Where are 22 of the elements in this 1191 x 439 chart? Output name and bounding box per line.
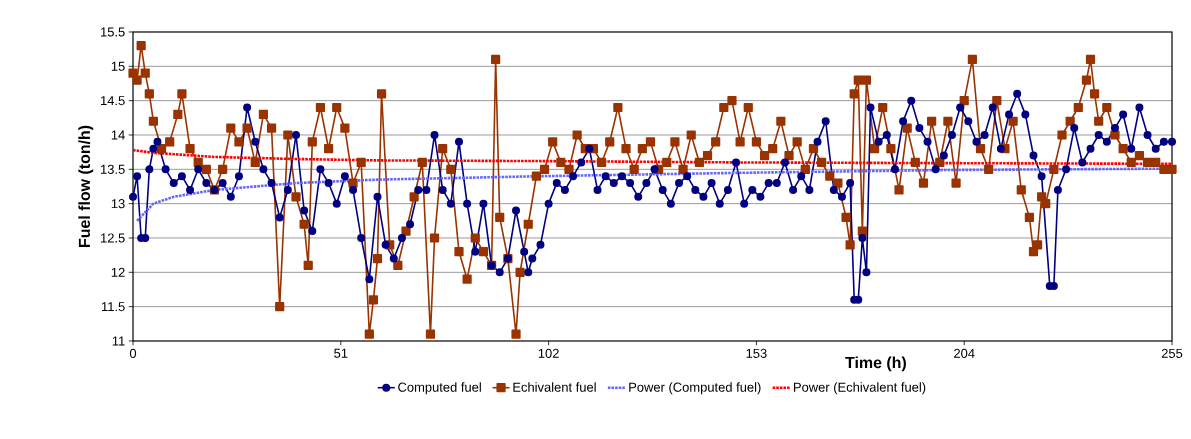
y-tick-label: 13 — [111, 199, 125, 209]
y-tick-label: 14 — [111, 130, 125, 140]
y-tick-label: 14.5 — [101, 96, 125, 106]
y-tick-label: 11.5 — [101, 302, 125, 312]
legend-label: Power (Echivalent fuel) — [794, 382, 926, 395]
y-tick-label: 12 — [111, 267, 125, 277]
legend-label: Echivalent fuel — [513, 382, 596, 392]
x-tick-label: 102 — [538, 348, 559, 358]
x-tick-label: 153 — [746, 348, 767, 358]
y-tick-label: 11 — [112, 336, 125, 346]
y-tick-label: 13.5 — [101, 164, 125, 174]
legend-label: Computed fuel — [398, 382, 481, 395]
y-tick-label: 12.5 — [101, 233, 125, 243]
y-axis-title: Fuel flow (ton/h) — [78, 125, 94, 247]
x-tick-label: 255 — [1161, 348, 1183, 358]
y-tick-label: 15 — [111, 61, 125, 71]
x-tick-label: 51 — [334, 348, 348, 358]
y-tick-label: 15.5 — [101, 27, 125, 37]
legend-label: Power (Computed fuel) — [629, 382, 761, 395]
x-axis-title: Time (h) — [845, 356, 906, 372]
x-tick-label: 204 — [954, 348, 975, 358]
x-tick-label: 0 — [129, 348, 137, 358]
